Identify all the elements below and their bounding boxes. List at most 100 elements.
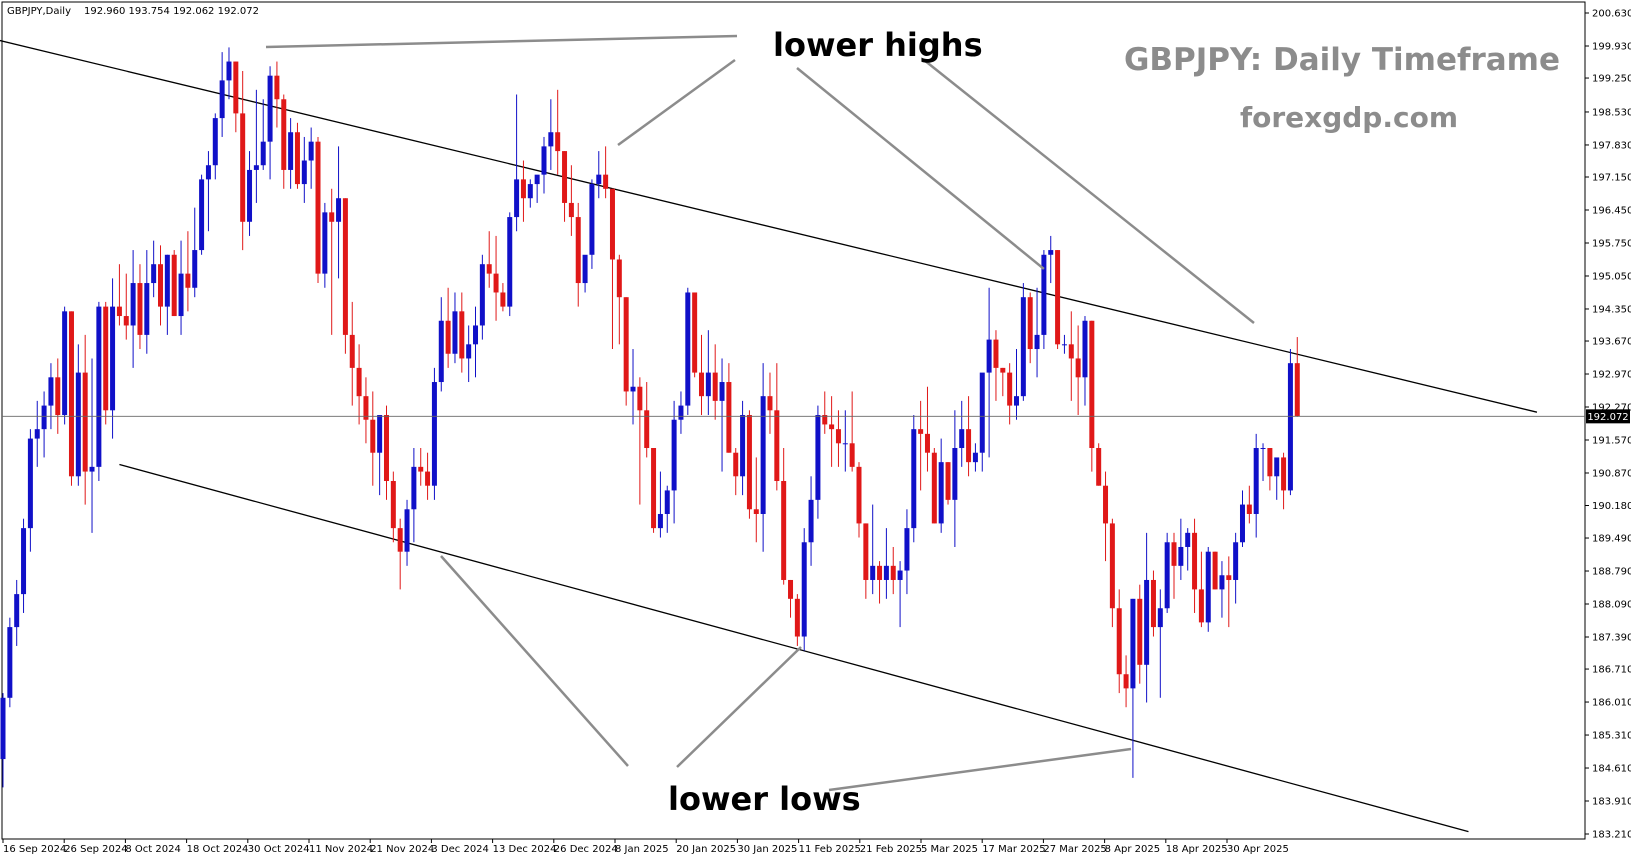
candle-body <box>500 292 506 307</box>
candle-body <box>1253 448 1259 514</box>
y-tick-label: 190.870 <box>1592 468 1631 479</box>
candle-body <box>1281 457 1287 491</box>
candle-body <box>870 565 876 580</box>
y-tick-label: 184.610 <box>1592 764 1631 775</box>
candle-body <box>685 292 691 406</box>
x-tick-label: 18 Oct 2024 <box>187 844 249 855</box>
candle-body <box>445 320 451 354</box>
candle-body <box>822 415 828 425</box>
current-price-tag <box>1586 409 1630 424</box>
candle-body <box>753 509 759 514</box>
x-tick-label: 21 Feb 2025 <box>860 844 922 855</box>
candle-body <box>1185 532 1191 547</box>
candle-body <box>411 466 417 510</box>
candle-body <box>356 367 362 397</box>
x-tick-label: 20 Jan 2025 <box>676 844 736 855</box>
channel-trendline <box>119 463 1469 833</box>
candle-body <box>835 429 841 444</box>
candle-body <box>877 565 883 580</box>
candle-body <box>425 471 431 486</box>
candle-body <box>1137 598 1143 665</box>
candle-body <box>48 377 54 406</box>
candle-body <box>698 372 704 397</box>
lower-lows-label: lower lows <box>668 780 861 818</box>
candle-body <box>644 410 650 449</box>
candle-body <box>452 311 458 354</box>
candle-body <box>294 132 300 185</box>
candle-body <box>322 212 328 274</box>
candle-body <box>151 264 157 284</box>
candle-body <box>541 146 547 175</box>
candle-body <box>267 75 273 142</box>
candle-body <box>527 184 533 199</box>
y-tick-label: 183.910 <box>1592 797 1631 808</box>
candle-body <box>397 528 403 552</box>
candle-body <box>110 306 116 411</box>
candle-body <box>705 372 711 397</box>
candle-body <box>336 198 342 222</box>
candle-body <box>82 372 88 472</box>
candle-body <box>1246 504 1252 514</box>
candle-body <box>746 415 752 510</box>
y-tick-label: 186.010 <box>1592 698 1631 709</box>
candle-body <box>486 264 492 274</box>
candle-body <box>651 448 657 529</box>
candle-body <box>103 306 109 411</box>
candle-body <box>712 372 718 401</box>
candle-body <box>130 283 136 326</box>
candle-body <box>0 697 6 760</box>
candle-body <box>363 396 369 420</box>
candle-body <box>630 386 636 392</box>
candle-body <box>404 509 410 552</box>
candle-body <box>178 273 184 317</box>
candle-body <box>767 396 773 411</box>
y-tick-label: 195.050 <box>1592 271 1631 282</box>
candle-body <box>904 528 910 571</box>
x-tick-label: 13 Dec 2024 <box>493 844 557 855</box>
candle-body <box>609 188 615 260</box>
candle-body <box>897 570 903 580</box>
x-tick-label: 27 Mar 2025 <box>1043 844 1106 855</box>
candle-body <box>815 415 821 500</box>
candle-body <box>849 443 855 467</box>
candle-body <box>370 419 376 453</box>
y-tick-label: 199.250 <box>1592 74 1631 85</box>
candle-body <box>603 174 609 189</box>
y-tick-label: 190.180 <box>1592 501 1631 512</box>
candle-body <box>788 579 794 599</box>
candle-body <box>1068 344 1074 359</box>
y-tick-label: 188.090 <box>1592 600 1631 611</box>
candle-body <box>41 405 47 430</box>
candle-body <box>1157 608 1163 628</box>
candle-body <box>1020 297 1026 397</box>
annotation-pointer-line <box>828 747 1132 792</box>
candle-body <box>205 165 211 180</box>
y-tick-label: 198.530 <box>1592 107 1631 118</box>
candle-body <box>808 499 814 543</box>
candle-body <box>781 480 787 580</box>
candle-body <box>952 448 958 500</box>
candle-body <box>938 462 944 524</box>
x-tick-label: 11 Nov 2024 <box>309 844 373 855</box>
candle-body <box>1082 320 1088 378</box>
candle-body <box>1089 320 1095 449</box>
candle-body <box>1267 448 1273 477</box>
y-tick-label: 199.930 <box>1592 41 1631 52</box>
y-tick-label: 183.210 <box>1592 830 1631 841</box>
x-tick-label: 17 Mar 2025 <box>982 844 1045 855</box>
candle-body <box>562 151 568 203</box>
y-tick-label: 193.670 <box>1592 337 1631 348</box>
watermark-title: GBPJPY: Daily Timeframe <box>1124 42 1560 78</box>
candle-body <box>68 311 74 477</box>
candle-body <box>1027 297 1033 350</box>
candle-body <box>692 292 698 373</box>
annotation-pointer-line <box>617 58 736 147</box>
y-tick-label: 189.490 <box>1592 534 1631 545</box>
candle-body <box>96 306 102 467</box>
x-tick-label: 16 Sep 2024 <box>3 844 66 855</box>
candle-body <box>123 316 129 326</box>
candle-body <box>664 490 670 514</box>
candle-body <box>1055 250 1061 345</box>
annotation-pointer-line <box>923 59 1255 324</box>
candle-body <box>431 382 437 486</box>
